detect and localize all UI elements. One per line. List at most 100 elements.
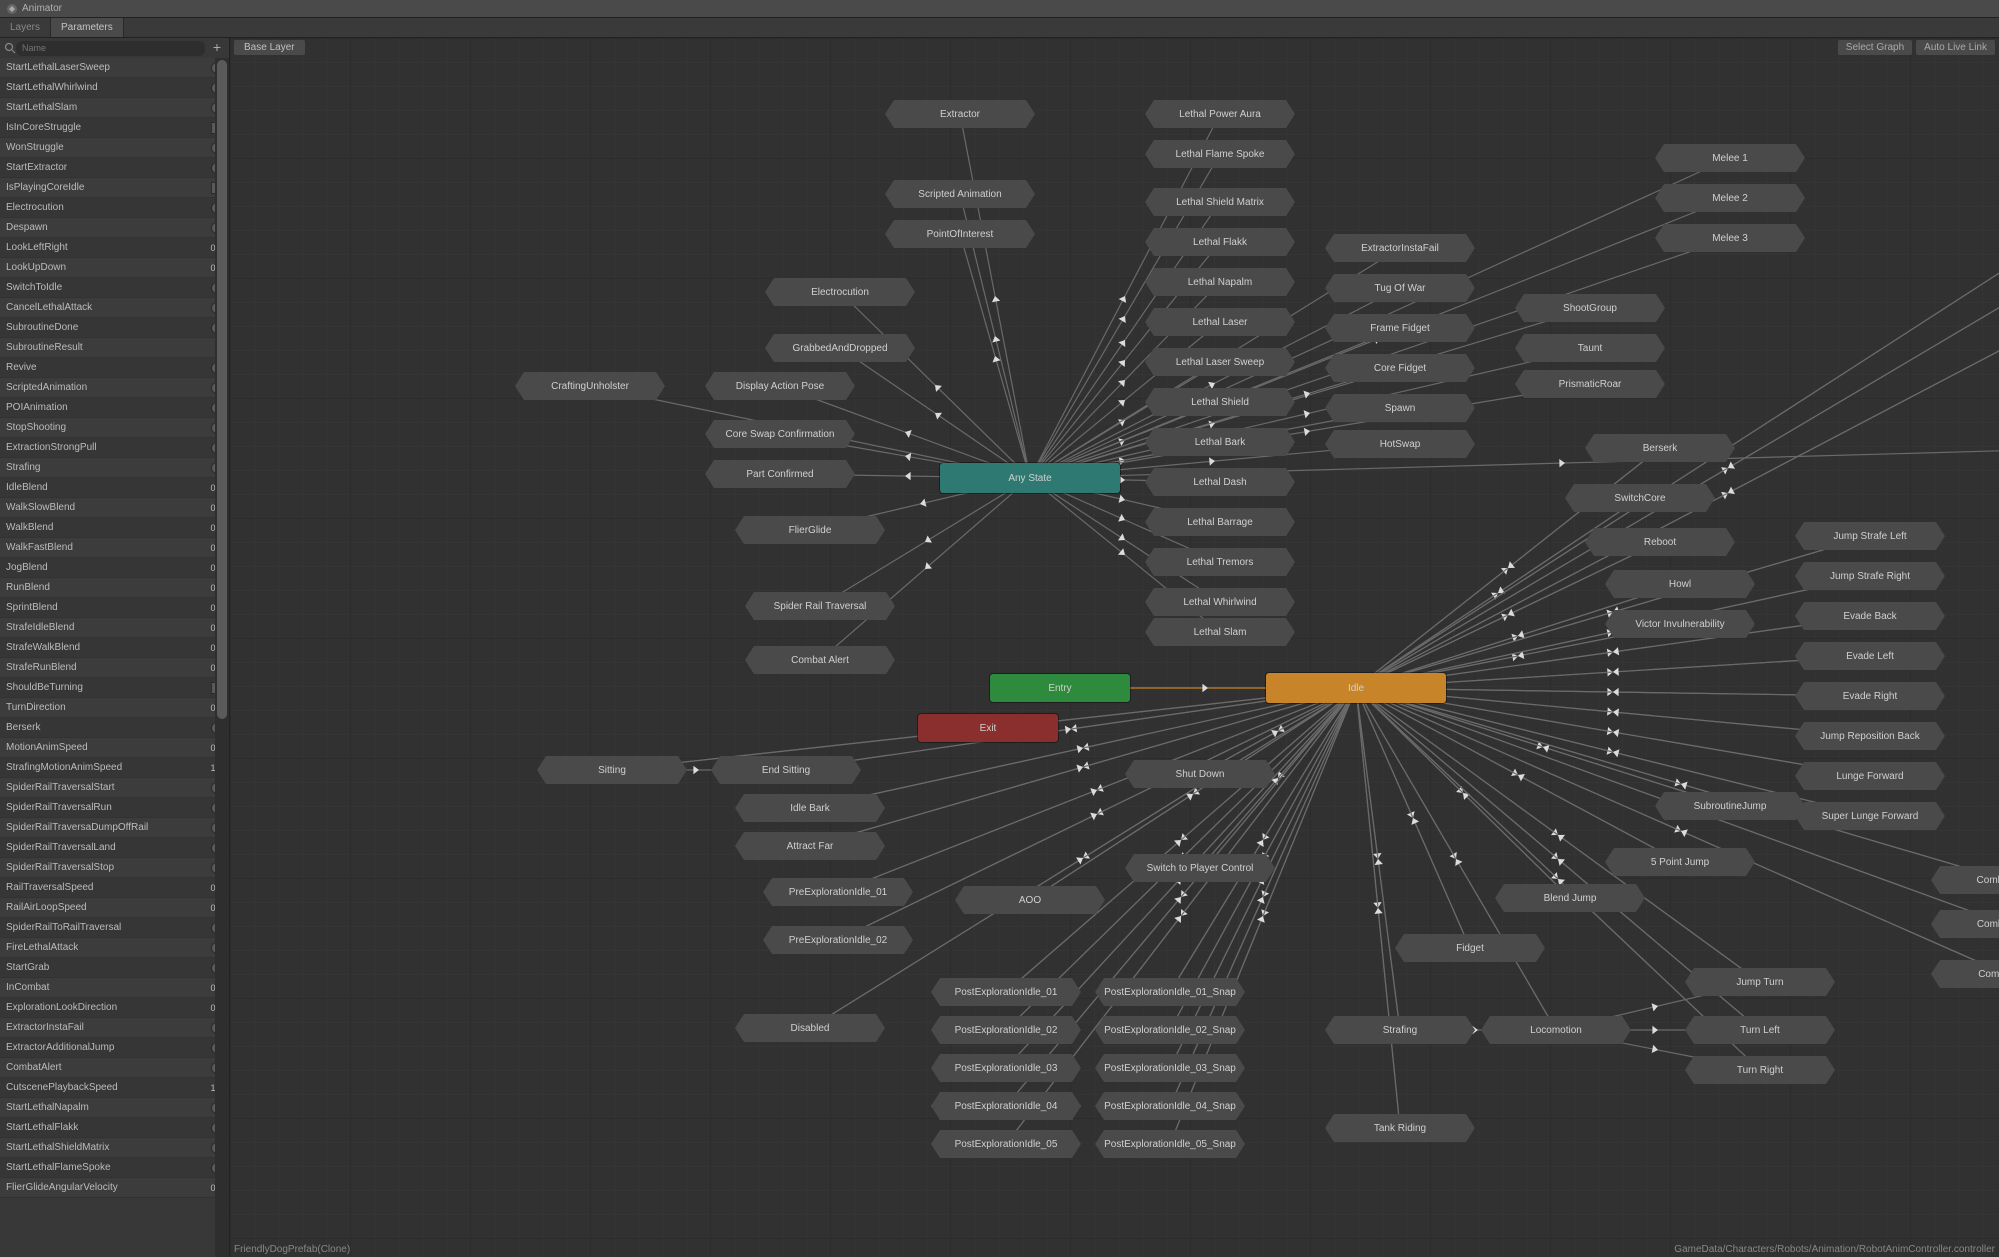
param-row[interactable]: StartLethalLaserSweep xyxy=(0,58,229,78)
state-node-blend_jump[interactable]: Blend Jump xyxy=(1495,884,1645,912)
state-node-craftingunholster[interactable]: CraftingUnholster xyxy=(515,372,665,400)
state-node-combat_end[interactable]: Combat End xyxy=(1931,960,1999,988)
param-row[interactable]: Berserk xyxy=(0,718,229,738)
state-node-end_sitting[interactable]: End Sitting xyxy=(711,756,861,784)
state-node-jump_turn[interactable]: Jump Turn xyxy=(1685,968,1835,996)
state-node-reboot[interactable]: Reboot xyxy=(1585,528,1735,556)
state-node-postexplorationidle_01[interactable]: PostExplorationIdle_01 xyxy=(931,978,1081,1006)
param-row[interactable]: LookUpDown0.0 xyxy=(0,258,229,278)
state-node-entry[interactable]: Entry xyxy=(990,674,1130,702)
add-parameter-button[interactable]: + xyxy=(209,40,225,56)
state-node-super_lunge_forward[interactable]: Super Lunge Forward xyxy=(1795,802,1945,830)
param-row[interactable]: StrafeIdleBlend0.0 xyxy=(0,618,229,638)
state-node-melee_1[interactable]: Melee 1 xyxy=(1655,144,1805,172)
param-row[interactable]: Revive xyxy=(0,358,229,378)
state-node-core_fidget[interactable]: Core Fidget xyxy=(1325,354,1475,382)
param-row[interactable]: POIAnimation xyxy=(0,398,229,418)
state-node-howl[interactable]: Howl xyxy=(1605,570,1755,598)
param-row[interactable]: SubroutineDone xyxy=(0,318,229,338)
state-node-strafing[interactable]: Strafing xyxy=(1325,1016,1475,1044)
state-node-melee_2[interactable]: Melee 2 xyxy=(1655,184,1805,212)
state-node-postexplorationidle_03_snap[interactable]: PostExplorationIdle_03_Snap xyxy=(1095,1054,1245,1082)
state-node-lunge_forward[interactable]: Lunge Forward xyxy=(1795,762,1945,790)
state-node-fidget[interactable]: Fidget xyxy=(1395,934,1545,962)
param-row[interactable]: SubroutineResult0 xyxy=(0,338,229,358)
state-node-flierglide[interactable]: FlierGlide xyxy=(735,516,885,544)
search-input[interactable] xyxy=(16,41,205,56)
param-row[interactable]: CancelLethalAttack xyxy=(0,298,229,318)
state-node-evade_right[interactable]: Evade Right xyxy=(1795,682,1945,710)
param-row[interactable]: FireLethalAttack xyxy=(0,938,229,958)
tab-parameters[interactable]: Parameters xyxy=(51,18,124,37)
state-node-anystate[interactable]: Any State xyxy=(940,463,1120,493)
state-node-lethal_bark[interactable]: Lethal Bark xyxy=(1145,428,1295,456)
state-node-scripted_animation[interactable]: Scripted Animation xyxy=(885,180,1035,208)
state-node-tank_riding[interactable]: Tank Riding xyxy=(1325,1114,1475,1142)
state-node-pointofinterest[interactable]: PointOfInterest xyxy=(885,220,1035,248)
state-node-lethal_tremors[interactable]: Lethal Tremors xyxy=(1145,548,1295,576)
param-row[interactable]: WalkSlowBlend0.0 xyxy=(0,498,229,518)
state-node-idle_bark[interactable]: Idle Bark xyxy=(735,794,885,822)
param-row[interactable]: StartLethalFlameSpoke xyxy=(0,1158,229,1178)
param-row[interactable]: StartLethalSlam xyxy=(0,98,229,118)
param-row[interactable]: WalkBlend0.1 xyxy=(0,518,229,538)
state-node-lethal_whirlwind[interactable]: Lethal Whirlwind xyxy=(1145,588,1295,616)
param-row[interactable]: LookLeftRight0.0 xyxy=(0,238,229,258)
param-row[interactable]: SpiderRailTraversalLand xyxy=(0,838,229,858)
state-node-aoo[interactable]: AOO xyxy=(955,886,1105,914)
state-node-lethal_shield_matrix[interactable]: Lethal Shield Matrix xyxy=(1145,188,1295,216)
state-node-locomotion[interactable]: Locomotion xyxy=(1481,1016,1631,1044)
param-row[interactable]: StartExtractor xyxy=(0,158,229,178)
state-node-part_confirmed[interactable]: Part Confirmed xyxy=(705,460,855,488)
param-row[interactable]: WalkFastBlend0.0 xyxy=(0,538,229,558)
param-row[interactable]: Strafing xyxy=(0,458,229,478)
param-row[interactable]: SprintBlend0.0 xyxy=(0,598,229,618)
param-row[interactable]: Despawn xyxy=(0,218,229,238)
param-row[interactable]: ExtractorAdditionalJump xyxy=(0,1038,229,1058)
param-row[interactable]: StrafingMotionAnimSpeed1.0 xyxy=(0,758,229,778)
state-node-postexplorationidle_02_snap[interactable]: PostExplorationIdle_02_Snap xyxy=(1095,1016,1245,1044)
state-node-attract_far[interactable]: Attract Far xyxy=(735,832,885,860)
state-node-grabbedanddropped[interactable]: GrabbedAndDropped xyxy=(765,334,915,362)
state-node-switchcore[interactable]: SwitchCore xyxy=(1565,484,1715,512)
state-node-lethal_laser[interactable]: Lethal Laser xyxy=(1145,308,1295,336)
state-node-five_point_jump[interactable]: 5 Point Jump xyxy=(1605,848,1755,876)
param-row[interactable]: SpiderRailToRailTraversal xyxy=(0,918,229,938)
state-node-frame_fidget[interactable]: Frame Fidget xyxy=(1325,314,1475,342)
state-node-jump_reposition_back[interactable]: Jump Reposition Back xyxy=(1795,722,1945,750)
param-row[interactable]: StrafeRunBlend0.0 xyxy=(0,658,229,678)
state-node-lethal_barrage[interactable]: Lethal Barrage xyxy=(1145,508,1295,536)
param-row[interactable]: RailAirLoopSpeed0.0 xyxy=(0,898,229,918)
state-node-core_swap_confirmation[interactable]: Core Swap Confirmation xyxy=(705,420,855,448)
state-node-combat_start[interactable]: Combat Start xyxy=(1931,866,1999,894)
state-node-subroutinejump[interactable]: SubroutineJump xyxy=(1655,792,1805,820)
select-graph-button[interactable]: Select Graph xyxy=(1838,40,1912,55)
state-node-lethal_flame_spoke[interactable]: Lethal Flame Spoke xyxy=(1145,140,1295,168)
param-row[interactable]: ExtractionStrongPull xyxy=(0,438,229,458)
param-row[interactable]: RailTraversalSpeed0.0 xyxy=(0,878,229,898)
param-row[interactable]: ExtractorInstaFail xyxy=(0,1018,229,1038)
param-row[interactable]: StopShooting xyxy=(0,418,229,438)
state-node-berserk[interactable]: Berserk xyxy=(1585,434,1735,462)
param-row[interactable]: RunBlend0.0 xyxy=(0,578,229,598)
state-node-shootgroup[interactable]: ShootGroup xyxy=(1515,294,1665,322)
titlebar[interactable]: Animator xyxy=(0,0,1999,18)
param-row[interactable]: SpiderRailTraversalStop xyxy=(0,858,229,878)
state-node-prismaticroar[interactable]: PrismaticRoar xyxy=(1515,370,1665,398)
breadcrumb-base-layer[interactable]: Base Layer xyxy=(234,40,305,55)
state-node-taunt[interactable]: Taunt xyxy=(1515,334,1665,362)
state-node-display_action_pose[interactable]: Display Action Pose xyxy=(705,372,855,400)
param-row[interactable]: FlierGlideAngularVelocity0.0 xyxy=(0,1178,229,1198)
param-row[interactable]: IsPlayingCoreIdle xyxy=(0,178,229,198)
auto-live-link-button[interactable]: Auto Live Link xyxy=(1916,40,1995,55)
param-row[interactable]: SpiderRailTraversaDumpOffRail xyxy=(0,818,229,838)
state-node-lethal_napalm[interactable]: Lethal Napalm xyxy=(1145,268,1295,296)
state-node-disabled[interactable]: Disabled xyxy=(735,1014,885,1042)
state-node-combat_alert[interactable]: Combat Alert xyxy=(745,646,895,674)
param-row[interactable]: StrafeWalkBlend0.0 xyxy=(0,638,229,658)
state-node-sitting[interactable]: Sitting xyxy=(537,756,687,784)
param-row[interactable]: Electrocution xyxy=(0,198,229,218)
state-node-lethal_shield[interactable]: Lethal Shield xyxy=(1145,388,1295,416)
state-node-lethal_power_aura[interactable]: Lethal Power Aura xyxy=(1145,100,1295,128)
state-node-electrocution[interactable]: Electrocution xyxy=(765,278,915,306)
